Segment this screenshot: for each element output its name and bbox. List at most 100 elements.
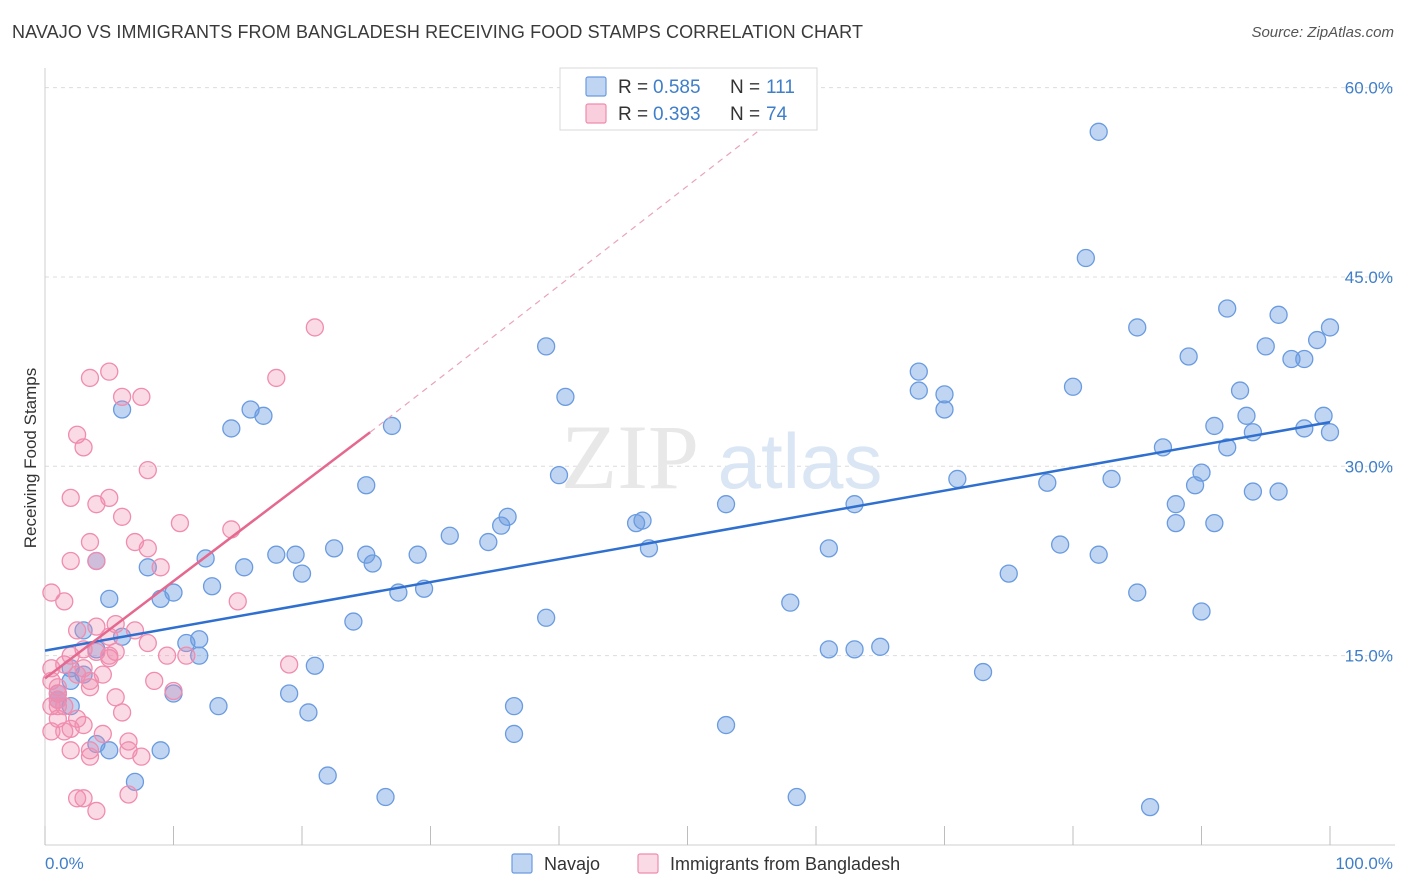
bangladesh-point-69 — [222, 520, 241, 539]
navajo-point-92 — [1192, 463, 1211, 482]
bangladesh-point-6 — [48, 696, 67, 716]
navajo-point-31 — [279, 684, 299, 703]
navajo-point-51 — [504, 696, 524, 716]
navajo-point-76 — [1038, 473, 1057, 492]
navajo-point-83 — [1128, 318, 1147, 337]
bangladesh-point-65 — [157, 646, 177, 665]
navajo-point-97 — [1230, 381, 1250, 400]
navajo-point-42 — [376, 787, 395, 807]
navajo-point-29 — [254, 406, 273, 425]
navajo-point-98 — [1237, 406, 1256, 425]
navajo-point-62 — [781, 593, 800, 612]
bangladesh-point-17 — [61, 551, 80, 571]
navajo-point-53 — [537, 337, 556, 356]
y-tick-label-2: 45.0% — [1345, 268, 1393, 287]
navajo-point-30 — [267, 545, 286, 564]
navajo-point-68 — [871, 637, 890, 656]
bangladesh-point-64 — [151, 558, 170, 577]
navajo-point-33 — [292, 564, 312, 583]
trend-lines — [44, 118, 1331, 680]
bangladesh-point-22 — [67, 621, 87, 640]
legend-bangladesh-swatch — [637, 853, 659, 874]
y-tick-label-1: 30.0% — [1345, 457, 1393, 476]
bangladesh-point-41 — [93, 665, 112, 684]
navajo-point-56 — [556, 387, 575, 407]
bangladesh-point-60 — [138, 460, 157, 480]
legend-n-label-0: N = — [730, 77, 760, 98]
navajo-point-26 — [222, 419, 241, 438]
legend-stats-swatch-1 — [585, 103, 607, 124]
navajo-point-70 — [909, 381, 928, 400]
navajo-point-39 — [357, 476, 376, 495]
navajo-point-79 — [1076, 248, 1095, 268]
navajo-point-93 — [1205, 416, 1224, 436]
bangladesh-point-26 — [74, 715, 93, 735]
bangladesh-point-40 — [93, 724, 112, 744]
navajo-point-25 — [209, 696, 228, 716]
bangladesh-point-23 — [67, 789, 87, 808]
y-tick-label-3: 60.0% — [1345, 79, 1393, 98]
legend-stats: R = 0.585 N = 111 R = 0.393 N = 74 — [559, 67, 818, 131]
legend-r-value-0: 0.585 — [653, 77, 701, 98]
bangladesh-point-68 — [177, 646, 196, 665]
legend-stats-box — [559, 67, 818, 131]
navajo-point-77 — [1051, 535, 1070, 554]
navajo-point-16 — [151, 741, 170, 760]
navajo-point-87 — [1166, 513, 1185, 533]
navajo-point-10 — [100, 589, 119, 609]
navajo-point-60 — [716, 495, 736, 514]
navajo-point-88 — [1166, 495, 1185, 514]
navajo-point-91 — [1192, 602, 1211, 621]
navajo-point-110 — [1320, 423, 1340, 442]
watermark-atlas: atlas — [718, 417, 883, 505]
legend-r-value-1: 0.393 — [653, 104, 701, 125]
bangladesh-point-34 — [80, 678, 100, 697]
y-axis-label: Receiving Food Stamps — [21, 368, 40, 548]
navajo-point-74 — [973, 662, 993, 682]
navajo-point-55 — [549, 465, 569, 485]
navajo-point-66 — [845, 495, 864, 514]
navajo-point-54 — [537, 608, 556, 627]
navajo-point-58 — [633, 511, 652, 530]
bangladesh-point-50 — [112, 703, 132, 722]
navajo-point-61 — [716, 715, 736, 735]
legend-navajo-swatch — [511, 853, 533, 874]
navajo-point-15 — [138, 558, 157, 577]
navajo-point-38 — [344, 612, 363, 631]
bangladesh-point-59 — [132, 747, 151, 766]
navajo-point-22 — [190, 646, 209, 665]
navajo-point-35 — [305, 656, 325, 675]
y-tick-label-0: 15.0% — [1345, 647, 1393, 666]
navajo-point-37 — [324, 539, 344, 558]
navajo-point-27 — [235, 558, 254, 577]
bangladesh-point-15 — [61, 741, 80, 760]
bangladesh-point-48 — [106, 688, 125, 707]
bangladesh-point-63 — [145, 671, 164, 691]
navajo-point-101 — [1256, 337, 1275, 356]
navajo-point-65 — [819, 539, 838, 558]
bangladesh-point-29 — [80, 368, 100, 388]
navajo-point-24 — [202, 577, 222, 596]
navajo-point-85 — [1140, 797, 1160, 817]
navajo-point-47 — [440, 526, 459, 545]
navajo-point-67 — [845, 640, 864, 659]
bangladesh-point-38 — [87, 617, 106, 636]
legend-n-value-1: 74 — [766, 104, 788, 125]
bangladesh-point-52 — [112, 507, 132, 526]
navajo-points — [48, 122, 1340, 817]
chart-title: NAVAJO VS IMMIGRANTS FROM BANGLADESH REC… — [12, 22, 864, 42]
bangladesh-point-18 — [61, 488, 80, 508]
navajo-point-50 — [498, 507, 517, 526]
navajo-point-34 — [299, 703, 318, 722]
navajo-point-72 — [935, 385, 954, 404]
navajo-point-89 — [1179, 347, 1198, 366]
navajo-point-52 — [504, 724, 524, 744]
watermark-zip: ZIP — [561, 406, 699, 508]
bangladesh-point-73 — [305, 318, 325, 337]
navajo-point-80 — [1089, 122, 1108, 141]
navajo-point-84 — [1128, 583, 1147, 602]
navajo-point-43 — [382, 416, 402, 436]
bangladesh-point-70 — [228, 592, 247, 611]
bangladesh-point-42 — [100, 362, 119, 381]
navajo-point-107 — [1308, 330, 1327, 350]
